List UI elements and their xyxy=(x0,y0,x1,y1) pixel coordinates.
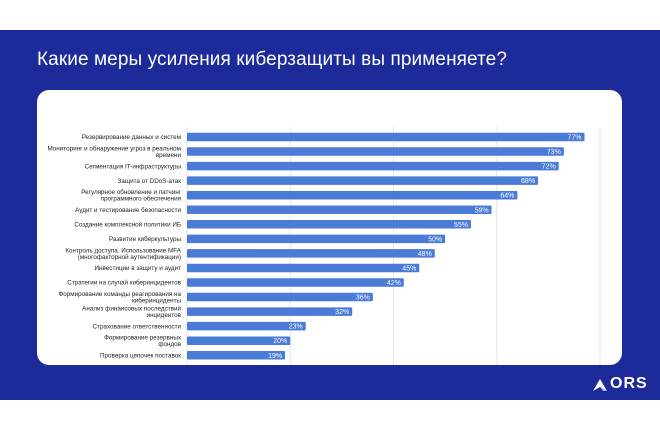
bar xyxy=(187,234,446,244)
bar-value-label: 55% xyxy=(454,222,468,229)
bar xyxy=(187,161,559,171)
category-label: Стратегии на случай киберинцидентов xyxy=(67,279,181,287)
bar-value-label: 32% xyxy=(335,309,349,316)
category-label: Инвестиции в защиту и аудит xyxy=(95,265,182,272)
bar-value-label: 68% xyxy=(521,178,535,185)
category-label: Мониторинг и обнаружение угроз в реально… xyxy=(47,144,181,159)
bar-value-label: 36% xyxy=(356,295,370,302)
bar-chart: %20%40%60%80%77%Резервирование данных и … xyxy=(47,127,601,365)
bar-value-label: 23% xyxy=(289,324,303,331)
logo-mark-icon xyxy=(593,379,607,391)
bar xyxy=(187,249,435,258)
bar xyxy=(187,321,306,331)
bar-value-label: 48% xyxy=(418,251,432,258)
category-label: Страхование ответственности xyxy=(93,323,182,330)
category-label: Аудит и тестирование безопасности xyxy=(75,206,181,214)
bar-value-label: 77% xyxy=(567,135,581,142)
bar-value-label: 50% xyxy=(428,236,442,243)
category-label: Формирование резервных фондов xyxy=(104,335,182,349)
bar xyxy=(187,278,404,287)
ors-logo: ORS xyxy=(592,375,652,395)
category-label: Контроль доступа. Использование MFA (мног… xyxy=(65,247,181,261)
category-label: Анализ финансовых последствий инцидентов xyxy=(82,305,181,320)
bar-value-label: 42% xyxy=(387,280,401,287)
bar-value-label: 73% xyxy=(547,149,561,156)
bar xyxy=(187,147,564,156)
logo-text: ORS xyxy=(610,375,648,392)
bar xyxy=(187,292,373,302)
bar xyxy=(187,190,518,200)
bar-value-label: 72% xyxy=(542,164,556,171)
page-title: Какие меры усиления киберзащиты вы приме… xyxy=(37,49,508,70)
chart-card: %20%40%60%80%77%Резервирование данных и … xyxy=(37,90,622,365)
bar-value-label: 45% xyxy=(402,265,416,272)
category-label: Резервирование данных и систем xyxy=(82,134,181,141)
category-label: Развитие киберкультуры xyxy=(109,235,181,243)
category-label: Проверка цепочек поставок xyxy=(100,352,181,359)
category-label: Защита от DDoS-атак xyxy=(118,178,182,185)
bar xyxy=(187,132,585,142)
bar-value-label: 64% xyxy=(500,193,514,200)
bar xyxy=(187,307,353,316)
bar xyxy=(187,263,420,273)
bar-value-label: 59% xyxy=(475,207,489,214)
bar-value-label: 20% xyxy=(273,338,287,345)
bar xyxy=(187,351,286,360)
bar xyxy=(187,205,492,214)
bar xyxy=(187,176,539,185)
bar-value-label: 19% xyxy=(268,353,282,360)
category-label: Сегментация IT-инфраструктуры xyxy=(85,163,182,170)
category-label: Регулярное обновление и патчинг программн… xyxy=(81,188,181,203)
slide-background: Какие меры усиления киберзащиты вы приме… xyxy=(0,30,660,400)
bar xyxy=(187,220,471,229)
bar xyxy=(187,336,291,345)
category-label: Создание комплексной политики ИБ xyxy=(74,221,181,229)
category-label: Формирование команды реагирования на кибе… xyxy=(59,291,182,305)
